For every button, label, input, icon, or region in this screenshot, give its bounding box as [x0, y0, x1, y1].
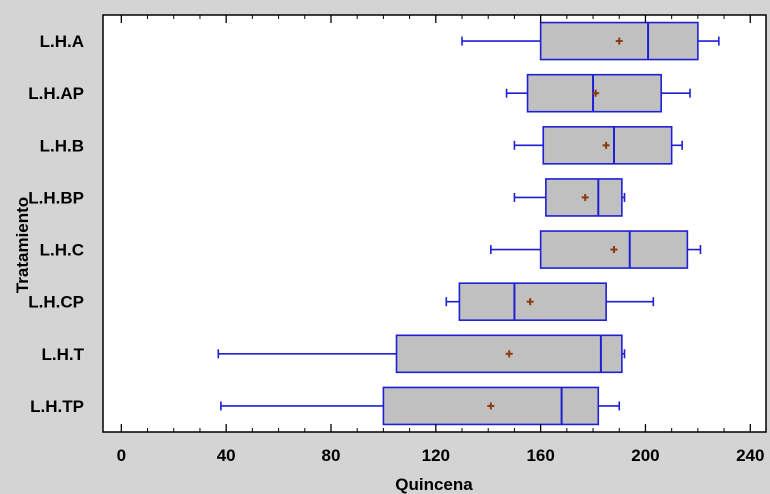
- mean-marker: [615, 37, 623, 45]
- box-group-lhc: [490, 230, 702, 269]
- x-tick-label: 0: [117, 446, 126, 465]
- mean-marker: [581, 193, 589, 201]
- box-group-lht: [217, 334, 626, 374]
- box-group-lhb: [513, 126, 683, 165]
- category-label: L.H.C: [40, 241, 84, 260]
- x-tick-label: 160: [526, 446, 554, 465]
- box-group-lhtp: [220, 386, 621, 426]
- x-axis: 0 40 80 120 160 200 240: [117, 15, 764, 465]
- iqr-box: [539, 230, 689, 269]
- x-tick-label: 240: [736, 446, 764, 465]
- mean-marker: [602, 141, 610, 149]
- boxes-layer: [217, 21, 720, 426]
- category-label: L.H.AP: [28, 84, 84, 103]
- category-labels: L.H.A L.H.AP L.H.B L.H.BP L.H.C L.H.CP L.H.T L.…: [28, 32, 84, 416]
- x-tick-label: 200: [631, 446, 659, 465]
- category-label: L.H.CP: [28, 293, 84, 312]
- x-axis-title: Quincena: [395, 475, 473, 494]
- category-label: L.H.BP: [28, 188, 84, 207]
- category-label: L.H.A: [40, 32, 84, 51]
- x-tick-label: 80: [322, 446, 341, 465]
- category-label: L.H.TP: [30, 397, 84, 416]
- category-label: L.H.T: [42, 345, 85, 364]
- box-group-lhbp: [513, 178, 626, 217]
- box-group-lhap: [505, 73, 691, 113]
- mean-marker: [592, 89, 600, 97]
- x-tick-label: 120: [422, 446, 450, 465]
- category-label: L.H.B: [40, 136, 84, 155]
- mean-marker: [487, 402, 495, 410]
- mean-marker: [505, 350, 513, 358]
- x-tick-label: 40: [217, 446, 236, 465]
- y-axis-title: Tratamiento: [13, 197, 32, 293]
- box-group-lhcp: [445, 282, 655, 321]
- mean-marker: [526, 298, 534, 306]
- mean-marker: [610, 246, 618, 254]
- box-group-lha: [461, 21, 720, 61]
